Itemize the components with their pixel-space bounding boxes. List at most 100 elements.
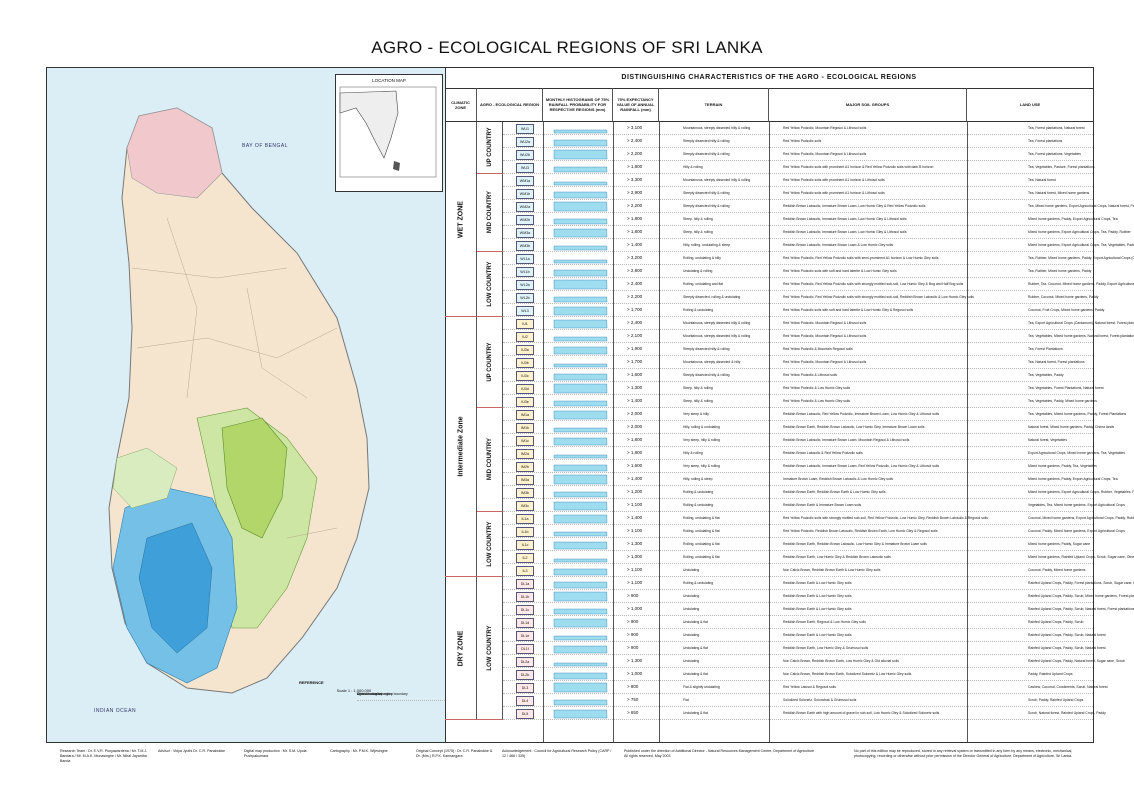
soil-text: Reddish Brown Earth, Reddish Brown Latos… [783, 542, 927, 546]
header-terrain: TERRAIN [659, 88, 769, 122]
region-code: WU3 [516, 163, 534, 173]
landuse-text: Tea, Vegetables, Mixed home gardens, Pad… [1028, 412, 1127, 416]
rainfall-histogram [553, 373, 608, 381]
rainfall-histogram [553, 427, 608, 433]
table-row: WM1b > 2,900 Steeply dissected hilly & rol… [503, 187, 1093, 200]
terrain-text: Mountainous, steeply dissected hilly & r… [683, 126, 751, 130]
region-code: IL1c [516, 540, 534, 550]
rainfall-histogram [553, 201, 608, 212]
region-code: IL2 [516, 553, 534, 563]
rainfall-histogram [553, 541, 608, 550]
rainfall-histogram [553, 279, 608, 290]
rainfall-histogram [553, 514, 608, 524]
rainfall-value: > 900 [627, 619, 639, 624]
district-boundaries [131, 217, 338, 539]
rainfall-value: > 1,700 [627, 307, 643, 312]
location-map-label: LOCATION MAP [372, 78, 406, 83]
rainfall-value: > 1,400 [627, 398, 643, 403]
soil-text: Reddish Brown Earth, Reddish Brown Latos… [783, 425, 925, 429]
soil-text: Reddish Brown Latosolic, Immature Brown … [783, 230, 907, 234]
rainfall-value: > 3,100 [627, 125, 643, 130]
region-code: WU1 [516, 124, 534, 134]
rainfall-histogram [553, 363, 608, 368]
soil-text: Red Yellow Podzolic soils with strongly … [783, 516, 988, 520]
table-row: IL3 > 1,100 Undulating Non Calcic Brown, Re… [503, 564, 1093, 577]
soil-text: Red Yellow Podzolic soils with prominent… [783, 178, 885, 182]
soil-text: Red Yellow Podzolic & Mountain Regosol s… [783, 347, 853, 351]
table-row: IM1c > 1,800 Very steep, hilly & rolling Re… [503, 434, 1093, 447]
header-rainfall: 75% EXPECTANCY VALUE OF ANNUAL RAINFALL … [613, 88, 659, 122]
soil-text: Reddish Brown Latosolic, Immature Brown … [783, 217, 907, 221]
terrain-text: Rolling & undulating [683, 581, 714, 585]
rainfall-value: > 900 [627, 593, 639, 598]
table-row: DL5 > 650 Undulating & flat Reddish Brown E… [503, 707, 1106, 720]
rainfall-value: > 1,800 [627, 216, 643, 221]
landuse-text: Mixed home gardens, Export Agricultural … [1028, 243, 1134, 247]
rainfall-value: > 2,200 [627, 294, 643, 299]
region-code: IM3c [516, 501, 534, 511]
rainfall-value: > 1,300 [627, 385, 643, 390]
table-row: DL1f > 900 Undulating & flat Reddish Brown … [503, 642, 1106, 655]
landuse-text: Tea, Vegetables, Forest Plantations, Nat… [1028, 386, 1104, 390]
soil-text: Red Yellow Podzolic soils with soft and … [783, 269, 897, 273]
footer-concept: Original Concept (1975) : Dr. C.R. Panab… [416, 749, 493, 758]
region-code: DL1b [516, 592, 534, 602]
region-code: IM1c [516, 436, 534, 446]
rainfall-value: > 2,100 [627, 333, 643, 338]
table-row: IM3b > 1,200 Rolling & undulating Reddish B… [503, 486, 1134, 499]
table-row: IU3c > 1,600 Steeply dissected hilly & rol… [503, 369, 1093, 382]
rainfall-histogram [553, 410, 608, 420]
terrain-text: Rolling & undulating [683, 308, 714, 312]
characteristics-table: DISTINGUISHING CHARACTERISTICS OF THE AG… [445, 68, 1134, 742]
soil-text: Reddish Brown Earth, Reddish Brown Earth… [783, 490, 886, 494]
region-code: IU2 [516, 332, 534, 342]
legend-item: Agro - ecological region boundary [357, 692, 408, 696]
rainfall-value: > 1,400 [627, 515, 643, 520]
landuse-text: Paddy, Rainfed Upland Crops [1028, 672, 1073, 676]
terrain-text: Steeply dissected hilly & rolling [683, 347, 730, 351]
terrain-text: Steeply dissected hilly & rolling [683, 373, 730, 377]
table-row: DL1a > 1,100 Rolling & undulating Reddish B… [503, 577, 1134, 590]
soil-text: Red Yellow Latosol & Regosol soils [783, 685, 836, 689]
subzone-label: MID COUNTRY [487, 437, 493, 481]
footer-team: Research Team : Dr. E.V.R. Punyawardena … [60, 749, 148, 763]
landuse-text: Mixed home gardens, Paddy, Tea, Vegetabl… [1028, 464, 1097, 468]
table-row: DL1b > 900 Undulating Reddish Brown Earth &… [503, 590, 1134, 603]
rainfall-value: > 1,600 [627, 372, 643, 377]
soil-text: Reddish Brown Earth & Low Humic Gley soi… [783, 607, 852, 611]
rainfall-value: > 1,000 [627, 554, 643, 559]
main-map[interactable]: BAY OF BENGAL INDIAN OCEAN LOCATION MAP … [47, 68, 446, 742]
rainfall-value: > 1,000 [627, 606, 643, 611]
region-code: IM1a [516, 410, 534, 420]
region-code: DL1a [516, 579, 534, 589]
terrain-text: Hilly, rolling, undulating & steep [683, 243, 731, 247]
landuse-text: Natural forest, Vegetables [1028, 438, 1068, 442]
landuse-text: Tea, Vegetables, Paddy [1028, 373, 1064, 377]
table-row: IM3a > 1,400 Hilly, rolling & steep Immatur… [503, 473, 1118, 486]
table-row: IM3c > 1,100 Rolling & undulating Reddish B… [503, 499, 1125, 512]
table-row: WU1 > 3,100 Mountainous, steeply dissected… [503, 122, 1093, 135]
rainfall-histogram [553, 635, 608, 641]
landuse-text: Coconut, Paddy, Mixed home gardens [1028, 568, 1086, 572]
table-row: WM2a > 2,200 Steeply dissected hilly & rol… [503, 200, 1134, 213]
soil-text: Solodized Solonetz, Solonchak & Grumusol… [783, 698, 857, 702]
table-row: IM1a > 2,000 Very steep & hilly Reddish Bro… [503, 408, 1126, 421]
footer-copyright: No part of this edition may be reproduce… [854, 749, 1073, 758]
subzone-label: UP COUNTRY [487, 127, 493, 167]
zone-cell: Intermediate Zone [445, 317, 477, 577]
region-code: DL1e [516, 631, 534, 641]
wet-zone-core [138, 522, 213, 654]
region-code: WU2b [516, 150, 534, 160]
terrain-text: Rolling, undulating & hilly [683, 256, 721, 260]
landuse-text: Tea, Vegetables, Pasture, Forest plantat… [1028, 165, 1095, 169]
region-code: WM3a [516, 228, 534, 238]
terrain-text: Undulating & flat [683, 711, 708, 715]
rainfall-histogram [553, 662, 608, 667]
terrain-text: Rolling, undulating and flat [683, 282, 723, 286]
rainfall-histogram [553, 682, 608, 693]
region-code: IU3b [516, 358, 534, 368]
terrain-text: Mountainous, steeply dissected hilly & r… [683, 321, 751, 325]
terrain-text: Undulating & flat [683, 672, 708, 676]
landuse-text: Rubber, Tea, Coconut, Mixed home gardens… [1028, 282, 1134, 286]
rainfall-histogram [553, 259, 608, 264]
